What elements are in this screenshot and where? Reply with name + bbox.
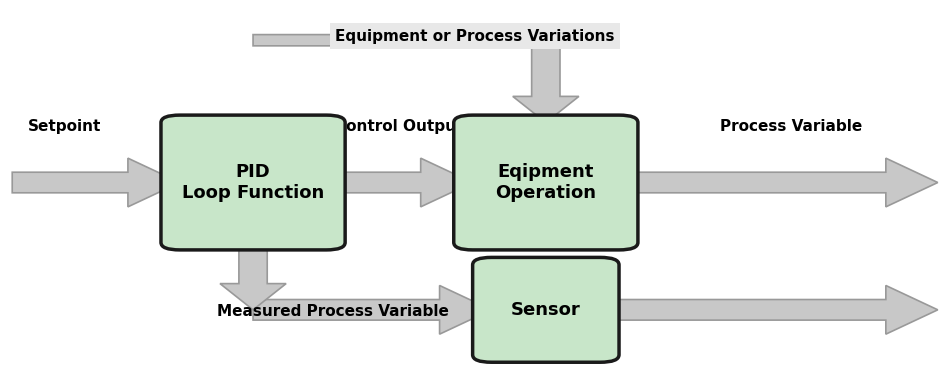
Text: Control Output: Control Output (335, 119, 464, 134)
FancyArrow shape (220, 242, 286, 310)
FancyArrow shape (326, 158, 473, 207)
FancyBboxPatch shape (454, 115, 637, 250)
FancyArrow shape (513, 40, 579, 123)
Text: Measured Process Variable: Measured Process Variable (218, 304, 449, 319)
FancyBboxPatch shape (473, 257, 619, 362)
Text: Eqipment
Operation: Eqipment Operation (495, 163, 597, 202)
FancyArrow shape (253, 35, 546, 46)
Text: Process Variable: Process Variable (720, 119, 863, 134)
FancyArrow shape (600, 285, 938, 334)
FancyBboxPatch shape (161, 115, 345, 250)
FancyArrow shape (619, 158, 938, 207)
FancyArrow shape (253, 285, 491, 334)
Text: Equipment or Process Variations: Equipment or Process Variations (335, 29, 615, 44)
Text: Sensor: Sensor (511, 301, 580, 319)
Text: PID
Loop Function: PID Loop Function (182, 163, 324, 202)
Text: Setpoint: Setpoint (28, 119, 101, 134)
FancyArrow shape (12, 158, 180, 207)
